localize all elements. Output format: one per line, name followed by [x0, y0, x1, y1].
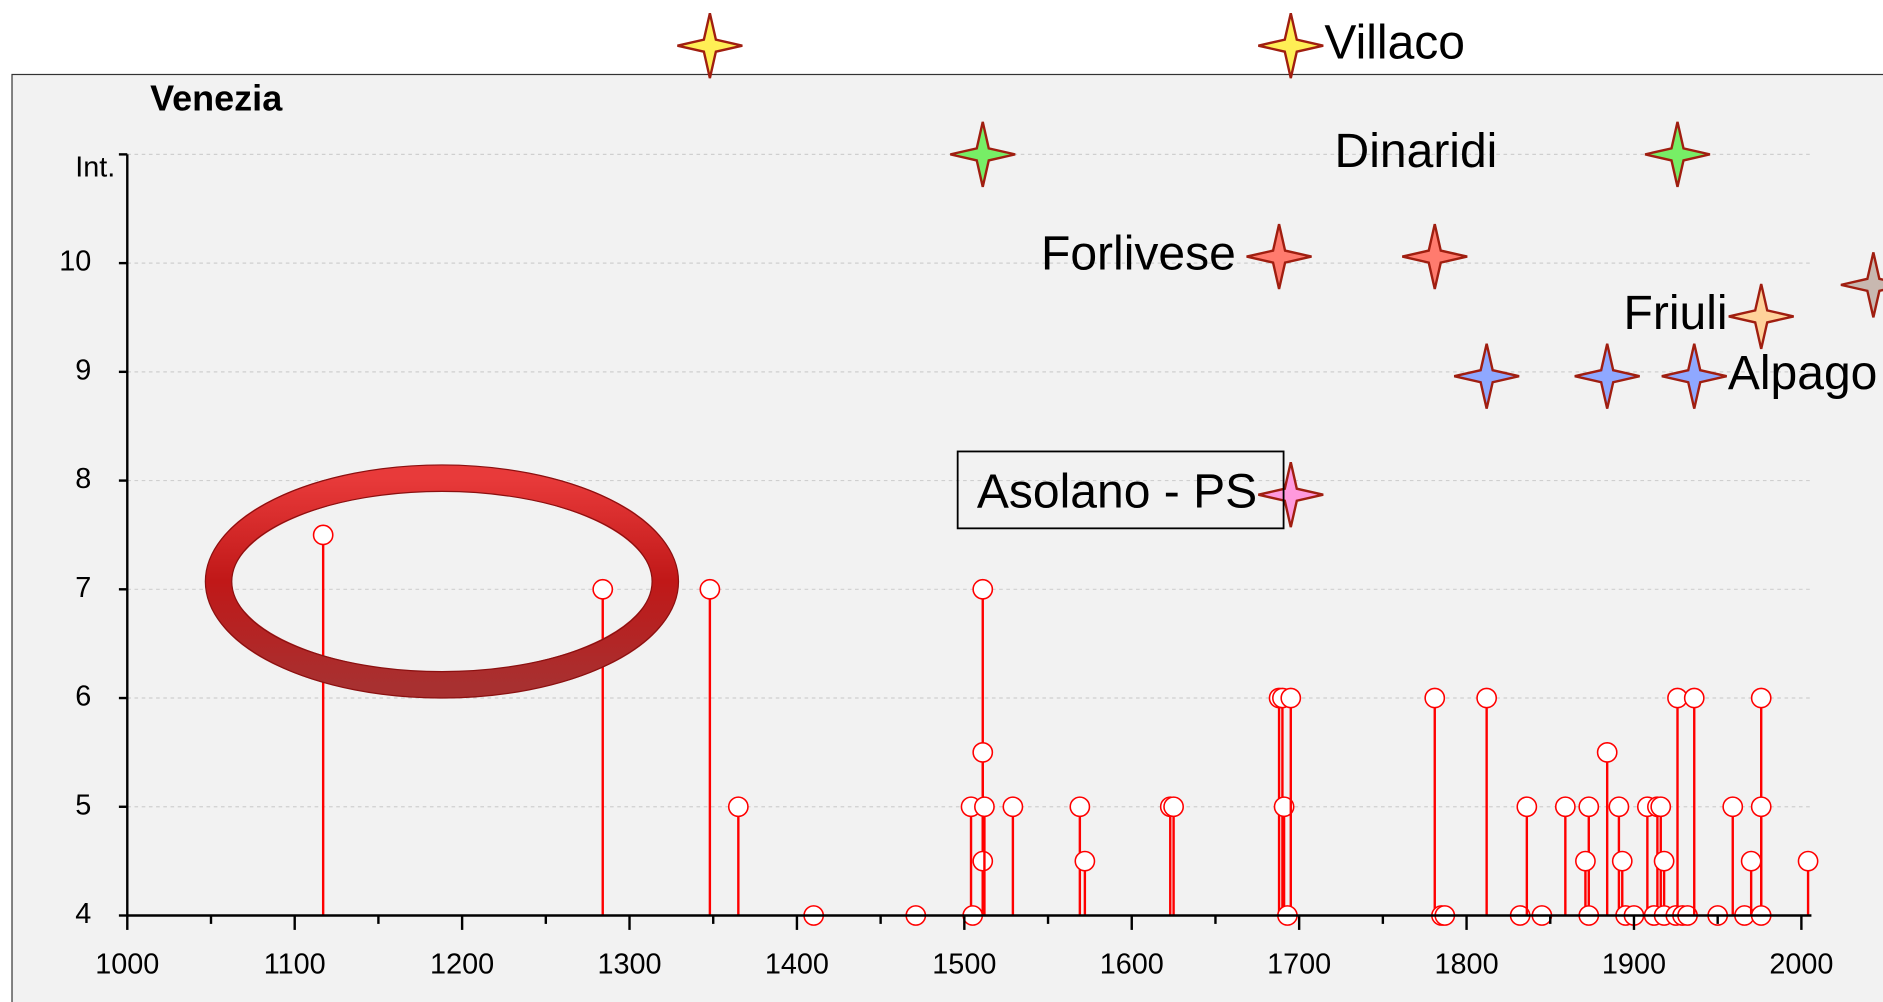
ring-edge — [204, 464, 680, 699]
stem-marker — [1273, 796, 1295, 818]
stem-marker — [1069, 796, 1091, 818]
source-label: Villaco — [1324, 16, 1465, 69]
stem-marker — [1750, 796, 1772, 818]
stem-marker — [1280, 687, 1302, 709]
x-tick-label: 2000 — [1769, 949, 1833, 981]
source-star — [677, 12, 743, 79]
x-tick-label: 1700 — [1267, 949, 1331, 981]
x-tick-label: 1300 — [597, 949, 661, 981]
x-tick-label: 1400 — [765, 949, 829, 981]
source-star — [950, 121, 1016, 188]
source-star — [1644, 121, 1711, 188]
stem-marker — [1683, 687, 1705, 709]
chart-title: Venezia — [150, 77, 283, 118]
source-star — [1453, 343, 1520, 409]
ring-edge — [231, 490, 653, 673]
stem-marker — [974, 796, 995, 818]
x-tick-label: 1900 — [1602, 949, 1666, 981]
stem-marker — [727, 796, 749, 818]
plot-panel — [11, 73, 1883, 1002]
source-star — [1258, 462, 1324, 528]
stem-marker — [1608, 796, 1630, 818]
stem-marker — [1163, 796, 1184, 818]
y-tick-label: 8 — [75, 463, 91, 495]
source-label: Dinaridi — [1335, 125, 1498, 178]
stem-marker — [972, 742, 994, 763]
stem-marker — [1554, 796, 1576, 818]
source-label: Alpago — [1728, 347, 1878, 400]
x-tick-label: 1600 — [1100, 949, 1164, 981]
stem-marker — [1797, 850, 1819, 872]
stem-marker — [1002, 796, 1024, 818]
highlight-ring — [205, 464, 679, 699]
y-tick-label: Int. — [75, 151, 115, 183]
source-star — [1258, 12, 1324, 79]
y-tick-label: 6 — [75, 681, 91, 713]
x-tick-label: 1500 — [932, 949, 996, 981]
stem-marker — [1750, 687, 1772, 709]
source-star — [1728, 283, 1794, 350]
source-star — [1661, 343, 1727, 409]
source-star — [1246, 223, 1312, 290]
stem-marker — [312, 524, 334, 546]
label-box — [956, 450, 1285, 530]
y-tick-label: 5 — [75, 789, 91, 821]
x-tick-label: 1200 — [430, 949, 494, 981]
x-tick-label: 1800 — [1435, 949, 1499, 981]
stem-marker — [1611, 850, 1633, 872]
stem-marker — [972, 578, 994, 600]
stem-marker — [1722, 796, 1744, 818]
stem-marker — [1578, 796, 1600, 818]
x-tick-label: 1000 — [95, 949, 159, 981]
y-tick-label: 9 — [75, 354, 91, 386]
stem-marker — [1074, 850, 1096, 872]
source-label: Forlivese — [1041, 227, 1236, 280]
stem-marker — [1596, 742, 1618, 763]
stem-marker — [1740, 850, 1762, 872]
source-label: Asolano - PS — [977, 465, 1257, 518]
y-tick-label: 4 — [75, 898, 91, 930]
source-label: Friuli — [1624, 287, 1728, 340]
source-star — [1840, 252, 1883, 318]
y-tick-label: 10 — [59, 246, 91, 278]
stem-marker — [1575, 850, 1596, 872]
stem-marker — [972, 850, 994, 872]
stem-marker — [1650, 796, 1672, 818]
stem-marker — [699, 578, 721, 600]
stem-marker — [592, 578, 614, 600]
x-tick-label: 1100 — [264, 949, 326, 981]
stem-marker — [1516, 796, 1538, 818]
stem-marker — [1476, 687, 1498, 709]
source-star — [1574, 343, 1640, 409]
stem-marker — [1424, 687, 1446, 709]
source-star — [1402, 223, 1468, 290]
y-tick-label: 7 — [75, 572, 91, 604]
stem-marker — [1653, 850, 1675, 872]
